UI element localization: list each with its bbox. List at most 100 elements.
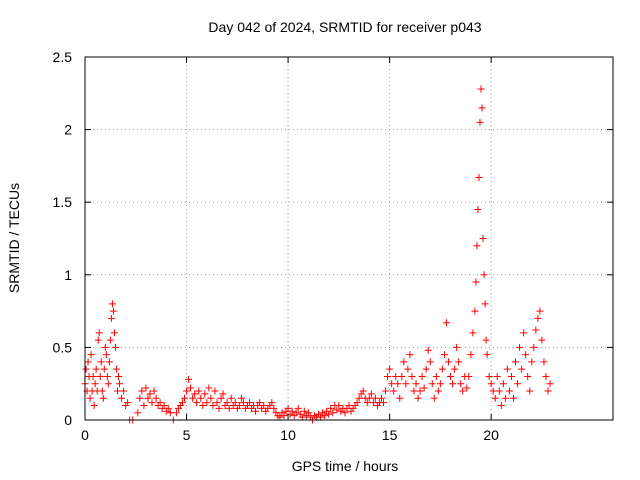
data-point <box>386 365 394 373</box>
x-tick-label: 20 <box>483 427 499 443</box>
data-point <box>140 401 148 409</box>
data-point <box>542 372 550 380</box>
grid-lines <box>85 57 613 420</box>
data-point <box>317 413 325 421</box>
data-point <box>100 365 108 373</box>
data-point <box>321 412 329 420</box>
data-point <box>518 365 526 373</box>
data-point <box>99 394 107 402</box>
data-point <box>245 399 253 407</box>
data-point <box>493 372 501 380</box>
data-point <box>195 387 203 395</box>
data-point <box>436 380 444 388</box>
data-point <box>489 387 497 395</box>
data-point <box>467 351 475 359</box>
data-point <box>388 380 396 388</box>
data-point <box>115 372 123 380</box>
data-point <box>426 358 434 366</box>
data-point <box>225 404 233 412</box>
data-point <box>237 394 245 402</box>
x-tick-label: 15 <box>382 427 398 443</box>
data-point <box>86 394 94 402</box>
data-point <box>536 307 544 315</box>
data-point <box>172 409 180 417</box>
data-point <box>522 351 530 359</box>
data-point <box>227 394 235 402</box>
data-point <box>377 394 385 402</box>
data-point <box>144 394 152 402</box>
data-point <box>353 399 361 407</box>
data-point <box>260 401 268 409</box>
data-point <box>482 336 490 344</box>
data-point <box>252 407 260 415</box>
data-point <box>94 336 102 344</box>
data-point <box>304 409 312 417</box>
data-point <box>449 380 457 388</box>
x-tick-label: 10 <box>280 427 296 443</box>
y-tick-label: 2.5 <box>53 49 73 65</box>
data-point <box>516 343 524 351</box>
x-tick-label: 5 <box>183 427 191 443</box>
data-point <box>112 365 120 373</box>
data-point <box>300 407 308 415</box>
data-point <box>181 394 189 402</box>
data-point <box>110 329 118 337</box>
data-point <box>116 380 124 388</box>
data-point <box>124 399 132 407</box>
data-point <box>416 387 424 395</box>
data-point <box>418 372 426 380</box>
data-point <box>203 399 211 407</box>
data-point <box>422 365 430 373</box>
data-point <box>189 394 197 402</box>
data-point <box>178 399 186 407</box>
data-point <box>97 358 105 366</box>
data-point <box>98 387 106 395</box>
data-point <box>118 394 126 402</box>
data-point <box>390 387 398 395</box>
data-point <box>445 358 453 366</box>
data-point <box>440 351 448 359</box>
data-point <box>104 380 112 388</box>
data-point <box>341 409 349 417</box>
data-point <box>505 387 513 395</box>
data-point <box>371 394 379 402</box>
data-point <box>512 358 520 366</box>
data-point <box>480 271 488 279</box>
data-point <box>92 365 100 373</box>
data-point <box>434 387 442 395</box>
data-point <box>406 351 414 359</box>
data-point <box>410 387 418 395</box>
data-point <box>538 336 546 344</box>
data-point <box>109 307 117 315</box>
y-tick-label: 0.5 <box>53 339 73 355</box>
data-point <box>463 384 471 392</box>
data-point <box>491 394 499 402</box>
data-point <box>475 174 483 182</box>
data-point <box>414 394 422 402</box>
data-point <box>455 358 463 366</box>
data-point <box>483 351 491 359</box>
data-point <box>398 372 406 380</box>
data-point <box>394 380 402 388</box>
data-point <box>231 399 239 407</box>
data-point <box>465 372 473 380</box>
data-point <box>369 399 377 407</box>
data-point <box>142 384 150 392</box>
data-point <box>84 358 92 366</box>
y-tick-label: 1.5 <box>53 194 73 210</box>
data-point <box>191 390 199 398</box>
data-point <box>201 390 209 398</box>
data-point <box>280 412 288 420</box>
data-point <box>136 394 144 402</box>
y-tick-label: 2 <box>64 122 72 138</box>
data-point <box>164 404 172 412</box>
data-point <box>106 336 114 344</box>
data-point <box>235 401 243 409</box>
data-point <box>284 404 292 412</box>
data-point <box>101 343 109 351</box>
data-point <box>474 205 482 213</box>
data-point <box>497 401 505 409</box>
data-point <box>90 401 98 409</box>
plot-frame <box>84 56 614 421</box>
data-point <box>107 314 115 322</box>
